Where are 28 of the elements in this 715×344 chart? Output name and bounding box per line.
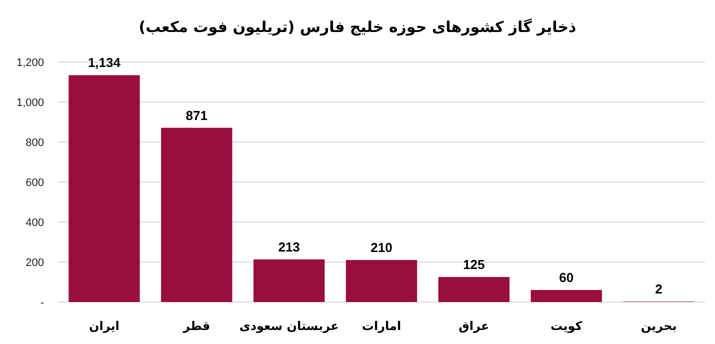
x-tick-label: ایران — [88, 319, 120, 333]
data-label: 60 — [559, 270, 574, 285]
chart-title: ذخایر گاز کشورهای حوزه خلیج فارس (تریلیون فوت مکعب) — [138, 18, 577, 36]
y-tick-label: 800 — [26, 137, 44, 149]
y-tick-label: - — [40, 297, 44, 309]
bar — [530, 290, 602, 302]
data-label: 125 — [463, 257, 485, 272]
bar — [346, 260, 418, 302]
data-label: 1,134 — [88, 55, 122, 70]
x-tick-label: عراق — [458, 319, 490, 333]
bar — [253, 259, 325, 302]
bar — [68, 75, 140, 302]
y-tick-label: 600 — [26, 177, 44, 189]
bar — [161, 128, 232, 302]
x-tick-label: امارات — [362, 319, 402, 333]
x-tick-label: بحرین — [640, 319, 677, 333]
y-tick-label: 200 — [26, 257, 44, 269]
data-label: 2 — [655, 282, 662, 297]
data-label: 213 — [278, 239, 300, 254]
y-tick-label: 400 — [26, 217, 44, 229]
x-tick-label: کویت — [550, 319, 582, 333]
bar — [438, 277, 510, 302]
x-tick-label: عربستان سعودی — [239, 319, 339, 333]
x-tick-label: قطر — [182, 319, 210, 333]
data-label: 210 — [370, 240, 392, 255]
text: 1,000 — [16, 97, 44, 109]
text: 1,200 — [16, 57, 44, 69]
data-label: 871 — [186, 108, 208, 123]
